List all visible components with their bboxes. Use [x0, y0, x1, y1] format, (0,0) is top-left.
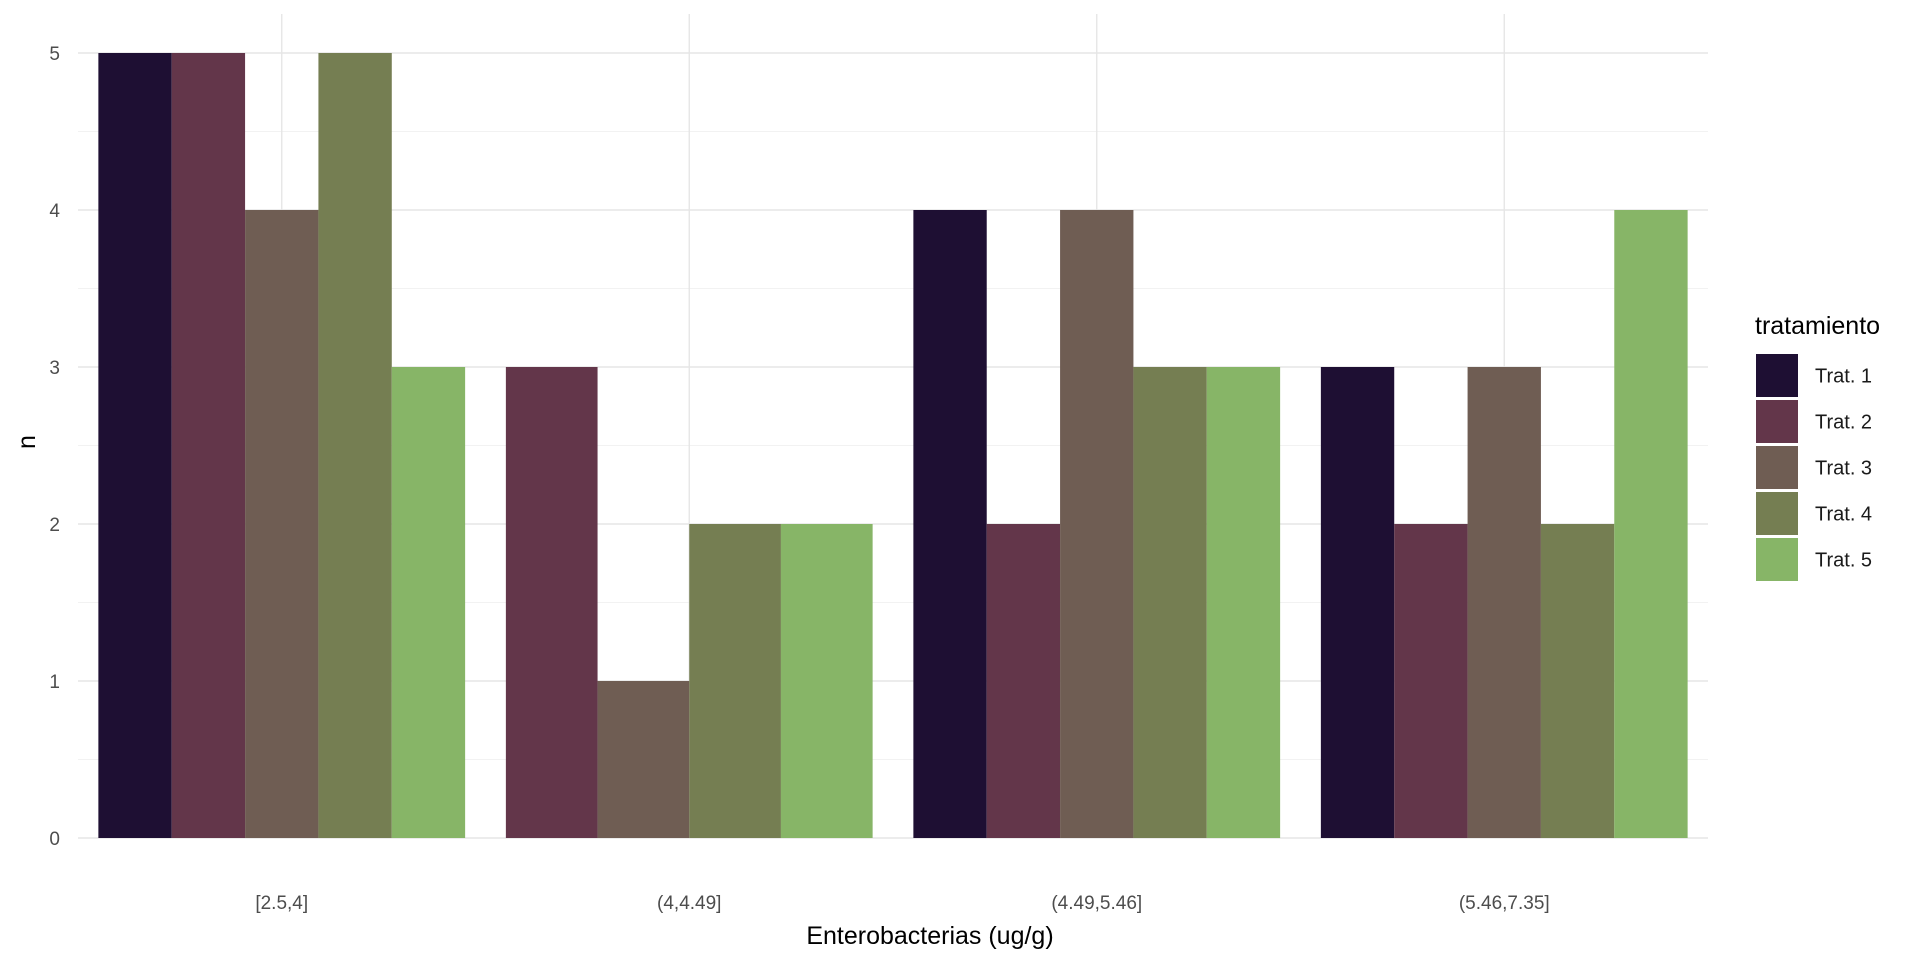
x-axis-ticks: [2.5,4] (4,4.49] (4.49,5.46] (5.46,7.35] — [255, 893, 1549, 914]
legend-label: Trat. 2 — [1815, 412, 1872, 434]
bar — [780, 524, 873, 838]
bar — [597, 681, 690, 838]
legend-title: tratamiento — [1755, 312, 1880, 340]
x-tick-label: (4.49,5.46] — [1051, 893, 1142, 914]
bar — [1394, 524, 1468, 838]
bar — [986, 524, 1061, 838]
y-axis-ticks: 0 1 2 3 4 5 — [49, 44, 60, 850]
y-tick-label: 2 — [49, 515, 60, 536]
y-tick-label: 4 — [49, 201, 60, 222]
legend-label: Trat. 5 — [1815, 550, 1872, 572]
x-axis-title: Enterobacterias (ug/g) — [806, 922, 1053, 950]
legend-label: Trat. 3 — [1815, 458, 1872, 480]
x-tick-label: [2.5,4] — [255, 893, 308, 914]
y-tick-label: 3 — [49, 358, 60, 379]
bar — [505, 367, 598, 838]
y-tick-label: 1 — [49, 672, 60, 693]
y-tick-label: 0 — [49, 829, 60, 850]
bar — [1060, 210, 1134, 838]
bar — [171, 53, 246, 838]
bar — [1206, 367, 1281, 838]
bar — [1614, 210, 1688, 838]
legend-key — [1756, 400, 1798, 443]
legend-key — [1756, 354, 1798, 397]
legend-key — [1756, 446, 1798, 489]
legend-label: Trat. 4 — [1815, 504, 1872, 526]
y-tick-label: 5 — [49, 44, 60, 65]
bar — [245, 210, 319, 838]
bar — [1320, 367, 1395, 838]
bar — [1540, 524, 1615, 838]
bar — [1133, 367, 1207, 838]
legend-key — [1756, 492, 1798, 535]
bar — [318, 53, 392, 838]
legend-key — [1756, 538, 1798, 581]
bar — [391, 367, 466, 838]
bar — [913, 210, 987, 838]
legend: tratamiento Trat. 1 Trat. 2 Trat. 3 Trat. 4… — [1755, 312, 1880, 581]
bar — [1467, 367, 1541, 838]
legend-label: Trat. 1 — [1815, 366, 1872, 388]
bar — [98, 53, 172, 838]
bars — [98, 53, 1688, 838]
y-axis-title: n — [13, 435, 41, 449]
bar — [689, 524, 781, 838]
x-tick-label: (4,4.49] — [657, 893, 721, 914]
x-tick-label: (5.46,7.35] — [1459, 893, 1550, 914]
